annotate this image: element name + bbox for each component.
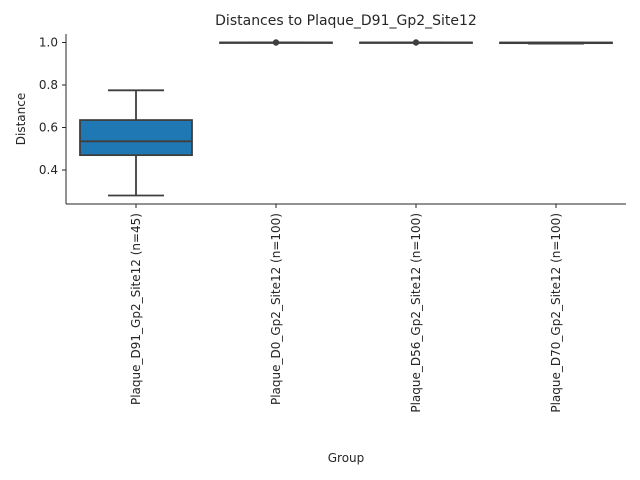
x-tick-label: Plaque_D70_Gp2_Site12 (n=100) [549, 213, 563, 413]
y-axis-label: Distance [14, 93, 28, 145]
x-tick-label: Plaque_D91_Gp2_Site12 (n=45) [129, 213, 143, 405]
chart-title: Distances to Plaque_D91_Gp2_Site12 [215, 13, 477, 29]
x-tick-label: Plaque_D0_Gp2_Site12 (n=100) [269, 213, 283, 405]
y-tick-label: 0.8 [39, 78, 58, 92]
y-axis-ticks: 0.4 0.6 0.8 1.0 [39, 36, 66, 177]
boxes [79, 39, 613, 197]
x-axis-label: Group [328, 451, 365, 465]
box-group [499, 41, 613, 45]
box-iqr [79, 119, 193, 157]
y-tick-label: 0.6 [39, 121, 58, 135]
plot-area [65, 34, 626, 205]
y-tick-label: 1.0 [39, 36, 58, 50]
x-axis-ticks: Plaque_D91_Gp2_Site12 (n=45) Plaque_D0_Gp… [129, 204, 563, 413]
outlier-point [412, 39, 420, 46]
y-tick-label: 0.4 [39, 163, 58, 177]
x-tick-label: Plaque_D56_Gp2_Site12 (n=100) [409, 213, 423, 413]
box-group [79, 89, 193, 197]
box-group [359, 39, 473, 46]
outlier-point [272, 39, 280, 46]
box-group [219, 39, 333, 46]
